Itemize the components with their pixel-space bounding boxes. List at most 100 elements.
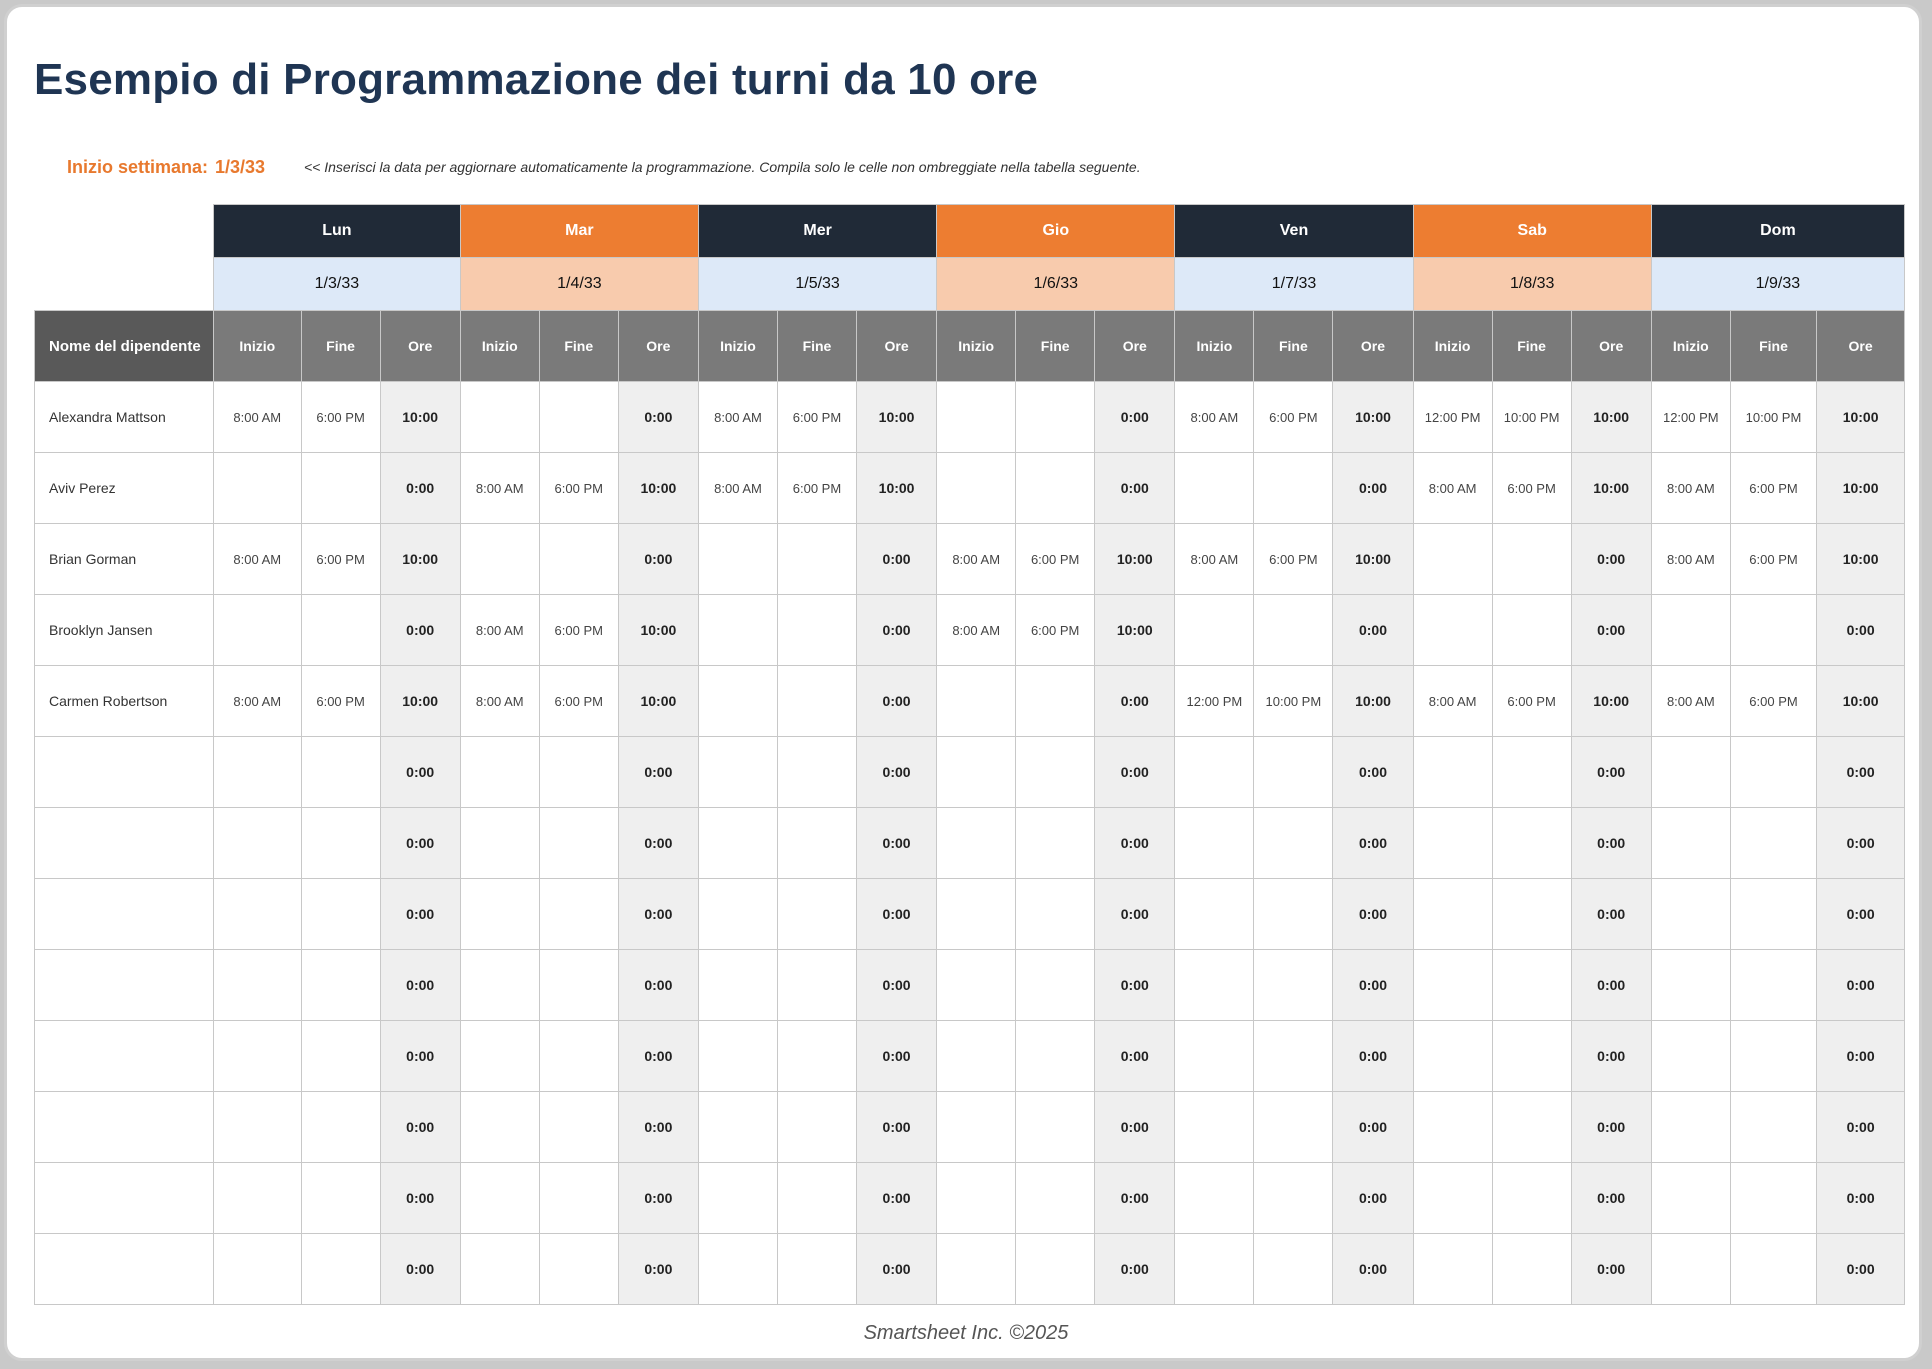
start-time-cell[interactable] [1412,1020,1493,1092]
end-time-cell[interactable] [776,665,857,737]
end-time-cell[interactable] [538,1233,619,1305]
start-time-cell[interactable] [1174,1020,1255,1092]
employee-name-cell[interactable] [34,878,214,950]
end-time-cell[interactable] [1015,1233,1096,1305]
end-time-cell[interactable] [776,949,857,1021]
start-time-cell[interactable] [1412,949,1493,1021]
start-time-cell[interactable] [1650,1091,1731,1163]
end-time-cell[interactable]: 6:00 PM [776,452,857,524]
end-time-cell[interactable] [1729,949,1818,1021]
end-time-cell[interactable] [300,1020,381,1092]
end-time-cell[interactable] [1015,381,1096,453]
end-time-cell[interactable]: 6:00 PM [1729,665,1818,737]
start-time-cell[interactable] [212,736,302,808]
end-time-cell[interactable] [1253,594,1334,666]
end-time-cell[interactable] [538,1091,619,1163]
end-time-cell[interactable]: 6:00 PM [538,665,619,737]
start-time-cell[interactable] [936,736,1017,808]
start-time-cell[interactable] [459,523,540,595]
start-time-cell[interactable] [1412,1233,1493,1305]
start-time-cell[interactable] [459,381,540,453]
end-time-cell[interactable] [1491,523,1572,595]
start-time-cell[interactable] [212,594,302,666]
end-time-cell[interactable]: 6:00 PM [1253,381,1334,453]
end-time-cell[interactable] [1491,594,1572,666]
end-time-cell[interactable] [1015,949,1096,1021]
start-time-cell[interactable]: 8:00 AM [1174,381,1255,453]
end-time-cell[interactable]: 10:00 PM [1253,665,1334,737]
end-time-cell[interactable] [300,594,381,666]
start-time-cell[interactable] [1412,1162,1493,1234]
start-time-cell[interactable] [936,949,1017,1021]
start-time-cell[interactable]: 8:00 AM [697,452,778,524]
end-time-cell[interactable] [300,949,381,1021]
start-time-cell[interactable] [697,878,778,950]
end-time-cell[interactable] [1253,1020,1334,1092]
start-time-cell[interactable]: 8:00 AM [459,452,540,524]
start-time-cell[interactable] [697,1162,778,1234]
end-time-cell[interactable] [300,452,381,524]
start-time-cell[interactable] [1650,1162,1731,1234]
start-time-cell[interactable] [1412,1091,1493,1163]
start-time-cell[interactable] [212,1162,302,1234]
start-time-cell[interactable] [936,381,1017,453]
end-time-cell[interactable] [300,807,381,879]
start-time-cell[interactable] [1650,807,1731,879]
start-time-cell[interactable] [1412,807,1493,879]
employee-name-cell[interactable] [34,1233,214,1305]
start-time-cell[interactable] [697,736,778,808]
start-time-cell[interactable] [936,878,1017,950]
end-time-cell[interactable] [776,1091,857,1163]
end-time-cell[interactable] [1253,1091,1334,1163]
end-time-cell[interactable] [1015,736,1096,808]
end-time-cell[interactable]: 6:00 PM [1729,523,1818,595]
start-time-cell[interactable] [1174,594,1255,666]
week-start-input[interactable]: 1/3/33 [215,157,266,177]
end-time-cell[interactable] [300,1091,381,1163]
end-time-cell[interactable] [538,949,619,1021]
end-time-cell[interactable] [1729,1233,1818,1305]
end-time-cell[interactable] [1729,736,1818,808]
start-time-cell[interactable] [697,594,778,666]
end-time-cell[interactable] [776,1020,857,1092]
employee-name-cell[interactable] [34,807,214,879]
start-time-cell[interactable] [697,1091,778,1163]
end-time-cell[interactable] [300,1162,381,1234]
end-time-cell[interactable]: 6:00 PM [300,665,381,737]
start-time-cell[interactable] [1650,1020,1731,1092]
end-time-cell[interactable] [1015,665,1096,737]
employee-name-cell[interactable] [34,1020,214,1092]
start-time-cell[interactable] [697,665,778,737]
start-time-cell[interactable] [212,1091,302,1163]
start-time-cell[interactable] [212,1020,302,1092]
start-time-cell[interactable]: 8:00 AM [1412,665,1493,737]
start-time-cell[interactable] [1650,594,1731,666]
employee-name-cell[interactable] [34,736,214,808]
end-time-cell[interactable] [300,1233,381,1305]
end-time-cell[interactable] [1491,949,1572,1021]
start-time-cell[interactable] [697,949,778,1021]
start-time-cell[interactable] [1412,523,1493,595]
end-time-cell[interactable] [1015,878,1096,950]
start-time-cell[interactable] [936,1091,1017,1163]
end-time-cell[interactable] [538,523,619,595]
start-time-cell[interactable] [459,736,540,808]
start-time-cell[interactable] [1174,807,1255,879]
start-time-cell[interactable] [697,807,778,879]
start-time-cell[interactable] [459,1233,540,1305]
end-time-cell[interactable] [1491,1091,1572,1163]
employee-name-cell[interactable]: Aviv Perez [34,452,214,524]
start-time-cell[interactable]: 8:00 AM [1174,523,1255,595]
start-time-cell[interactable] [212,1233,302,1305]
end-time-cell[interactable]: 6:00 PM [776,381,857,453]
end-time-cell[interactable] [776,1233,857,1305]
start-time-cell[interactable] [936,1233,1017,1305]
start-time-cell[interactable]: 8:00 AM [936,523,1017,595]
end-time-cell[interactable] [538,807,619,879]
end-time-cell[interactable] [776,523,857,595]
end-time-cell[interactable] [776,878,857,950]
start-time-cell[interactable] [936,452,1017,524]
start-time-cell[interactable] [1174,1233,1255,1305]
end-time-cell[interactable] [1015,807,1096,879]
end-time-cell[interactable] [1253,1162,1334,1234]
